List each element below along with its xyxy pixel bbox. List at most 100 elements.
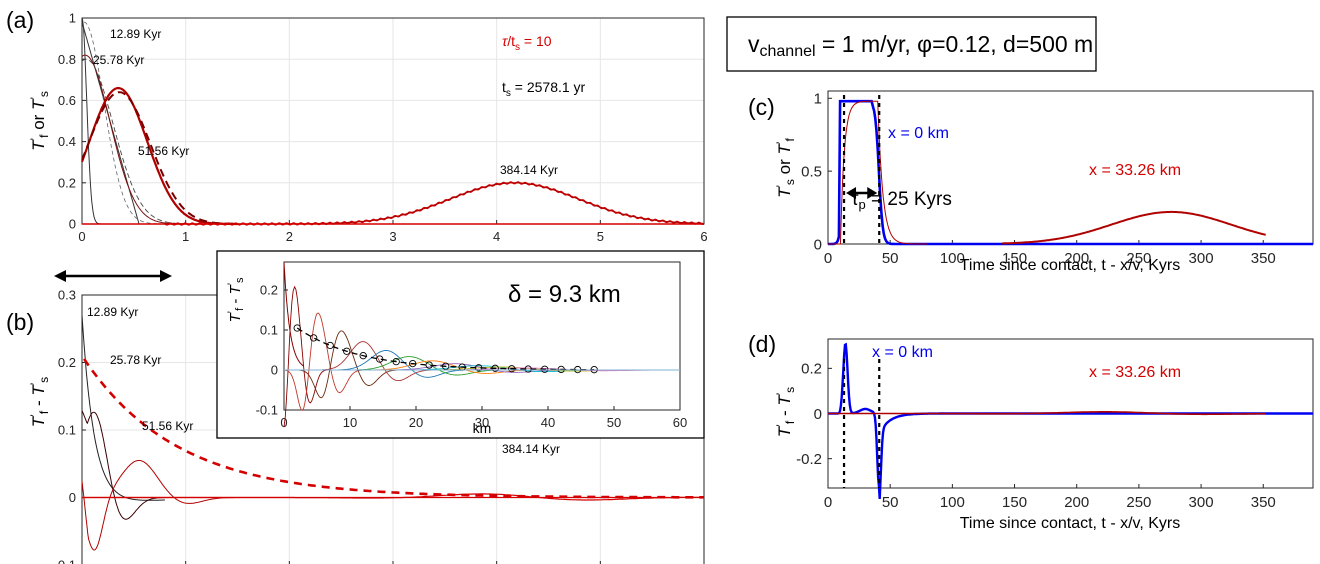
x-tick-label-1: 50	[882, 494, 899, 511]
label-b-38414: 384.14 Kyr	[502, 442, 560, 456]
y-tick-label-4: 0.8	[58, 52, 76, 67]
inset-marker-9	[442, 362, 450, 370]
y-tick-label-1: 0.5	[801, 163, 822, 180]
x-tick-label-4: 200	[1064, 494, 1089, 511]
x-tick-label-3: 3	[389, 229, 396, 244]
label-a-38414: 384.14 Kyr	[500, 163, 558, 177]
x-tick-label-2: 100	[940, 494, 965, 511]
y-tick-label-2: 0.1	[58, 423, 76, 438]
curve-b-5156	[81, 460, 248, 551]
annotation-c-blue: x = 0 km	[888, 125, 949, 142]
axes-frame	[283, 261, 681, 411]
x-tick-label-2: 20	[409, 415, 423, 430]
panel-label-c: (c)	[748, 94, 775, 120]
curve-d-x0-blue	[828, 342, 1313, 499]
inset-marker-5	[376, 355, 384, 363]
y-tick-label-3: 0.6	[58, 93, 76, 108]
ylabel-a: T’f or T’s	[28, 91, 51, 151]
x-tick-label-1: 10	[343, 415, 357, 430]
x-tick-label-6: 6	[700, 229, 707, 244]
curve-a-early-fluid	[81, 17, 145, 225]
x-tick-label-0: 0	[280, 415, 287, 430]
xlabel-inset: km	[473, 420, 492, 436]
y-tick-label-1: 0	[69, 490, 76, 505]
curve-a-2578-dashed	[81, 58, 186, 225]
curve-a-5156-solid	[80, 86, 238, 226]
inset-marker-16	[557, 365, 565, 374]
curve-a-38414-noisy	[164, 181, 705, 226]
label-b-5156: 51.56 Kyr	[142, 419, 193, 433]
y-tick-label-1: 0	[271, 363, 278, 378]
x-tick-label-6: 60	[673, 415, 687, 430]
ylabel-b: T’f - T’s	[28, 377, 51, 427]
x-tick-label-5: 5	[597, 229, 604, 244]
inset-marker-7	[409, 359, 417, 368]
inset-marker-6	[392, 357, 400, 366]
inset-marker-8	[425, 361, 433, 369]
y-tick-label-1: 0	[814, 406, 822, 423]
label-a-5156: 51.56 Kyr	[138, 144, 189, 158]
annotation-c-tau: τp = 25 Kyrs	[851, 189, 952, 212]
tau-arrow-left	[846, 187, 857, 199]
inset-marker-14	[524, 365, 532, 373]
label-b-2578: 25.78 Kyr	[110, 353, 161, 367]
inset-marker-0	[293, 324, 301, 332]
ylabel-c: T’s or T’f	[774, 137, 797, 197]
ylabel-inset: T’f - T’s	[226, 277, 246, 322]
annotation-a-ts: ts = 2578.1 yr	[502, 79, 586, 99]
x-tick-label-7: 350	[1251, 494, 1276, 511]
panel-d-chart: 0 50 100 150 200 250 300 350 -0.2 0 0.2 x = 0 km x =…	[774, 338, 1314, 532]
curve-a-2578-solid	[81, 54, 186, 225]
y-tick-label-1: 0.2	[58, 175, 76, 190]
double-arrow	[54, 270, 172, 282]
x-tick-label-6: 300	[1189, 250, 1214, 267]
parameter-box: vchannel = 1 m/yr, φ=0.12, d=500 m	[726, 16, 1097, 72]
inset-marker-2	[326, 341, 334, 350]
inset-marker-3	[343, 347, 351, 355]
x-tick-label-6: 300	[1189, 494, 1214, 511]
x-tick-label-5: 50	[607, 415, 621, 430]
x-tick-label-1: 50	[882, 250, 899, 267]
x-tick-label-3: 150	[1002, 494, 1027, 511]
inset-marker-11	[475, 364, 483, 372]
inset-envelope-dashed	[296, 327, 595, 371]
x-tick-label-2: 2	[286, 229, 293, 244]
inset-frame	[216, 250, 705, 439]
curve-c-x3326	[1002, 210, 1266, 245]
curve-a-38414-smooth	[164, 182, 705, 225]
curve-d-x3326	[828, 411, 1266, 416]
y-tick-label-0: 0	[69, 217, 76, 232]
annotation-inset-delta: δ = 9.3 km	[508, 281, 621, 308]
axes-frame	[827, 90, 1314, 245]
annotation-d-red: x = 33.26 km	[1089, 364, 1181, 381]
inset-marker-1	[310, 334, 318, 342]
x-tick-label-5: 250	[1126, 494, 1151, 511]
parameter-box-text: vchannel = 1 m/yr, φ=0.12, d=500 m	[748, 31, 1093, 60]
x-tick-label-4: 4	[493, 229, 500, 244]
xlabel-d: Time since contact, t - x/v, Kyrs	[960, 515, 1181, 532]
x-tick-label-4: 200	[1064, 250, 1089, 267]
inset-marker-15	[541, 365, 549, 373]
y-tick-label-4: 0.3	[58, 288, 76, 303]
ylabel-d: T’f - T’s	[774, 387, 797, 437]
y-tick-label-0: -0.2	[796, 451, 822, 468]
panel-label-b: (b)	[6, 309, 34, 335]
panel-a-chart: 0 1 2 3 4 5 6 0 0.2 0.4 0.6 0.8 1 T’f or T’s 12.89 Kyr…	[28, 11, 708, 244]
x-tick-label-1: 1	[182, 229, 189, 244]
x-tick-label-0: 0	[78, 229, 85, 244]
y-tick-label-0: -0.1	[54, 558, 76, 564]
annotation-c-red: x = 33.26 km	[1089, 162, 1181, 179]
panel-label-a: (a)	[6, 7, 34, 33]
inset-marker-4	[359, 352, 367, 360]
y-tick-label-2: 0.2	[801, 361, 822, 378]
x-tick-label-0: 0	[824, 250, 832, 267]
x-tick-label-7: 350	[1251, 250, 1276, 267]
xlabel-c: Time since contact, t - x/v, Kyrs	[960, 257, 1181, 274]
panel-label-d: (d)	[748, 331, 776, 357]
y-tick-label-0: 0	[814, 236, 822, 253]
inset-marker-13	[508, 365, 516, 373]
label-b-1289: 12.89 Kyr	[87, 305, 138, 319]
x-tick-label-5: 250	[1126, 250, 1151, 267]
